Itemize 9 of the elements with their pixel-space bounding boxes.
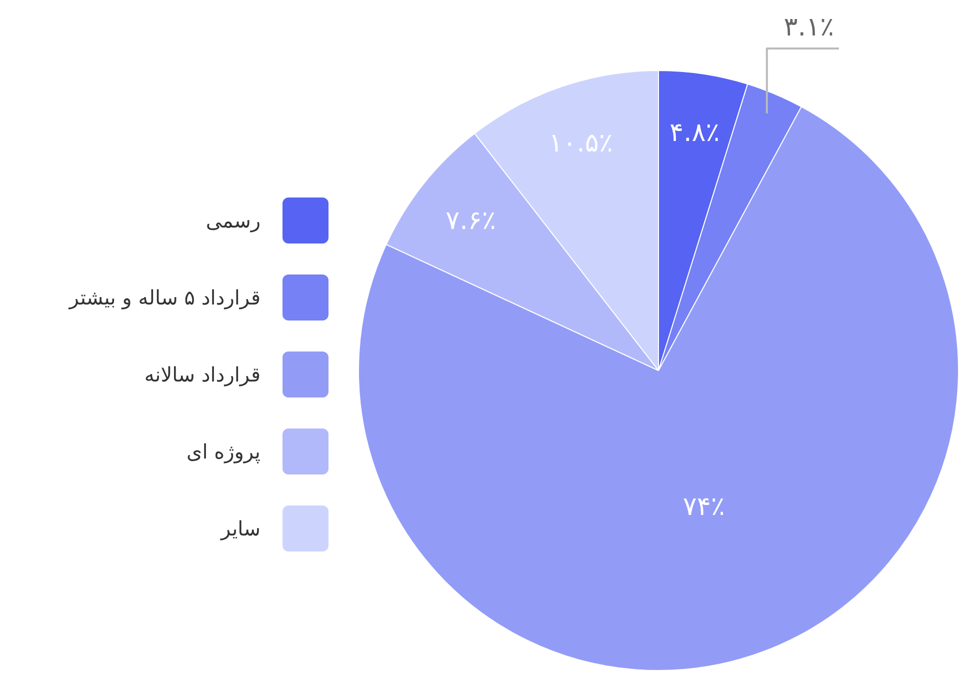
data-label: ۳.۱٪ xyxy=(784,12,834,42)
legend-label: رسمی xyxy=(206,208,261,232)
data-label: ۴.۸٪ xyxy=(669,118,720,148)
data-label: ۷۴٪ xyxy=(682,492,725,522)
legend-label: قرارداد ۵ ساله و بیشتر xyxy=(68,286,261,310)
data-label: ۷.۶٪ xyxy=(446,206,496,236)
legend-label: سایر xyxy=(220,516,260,540)
legend-label: قرارداد سالانه xyxy=(144,362,261,386)
legend-label: پروژه ای xyxy=(186,440,261,464)
